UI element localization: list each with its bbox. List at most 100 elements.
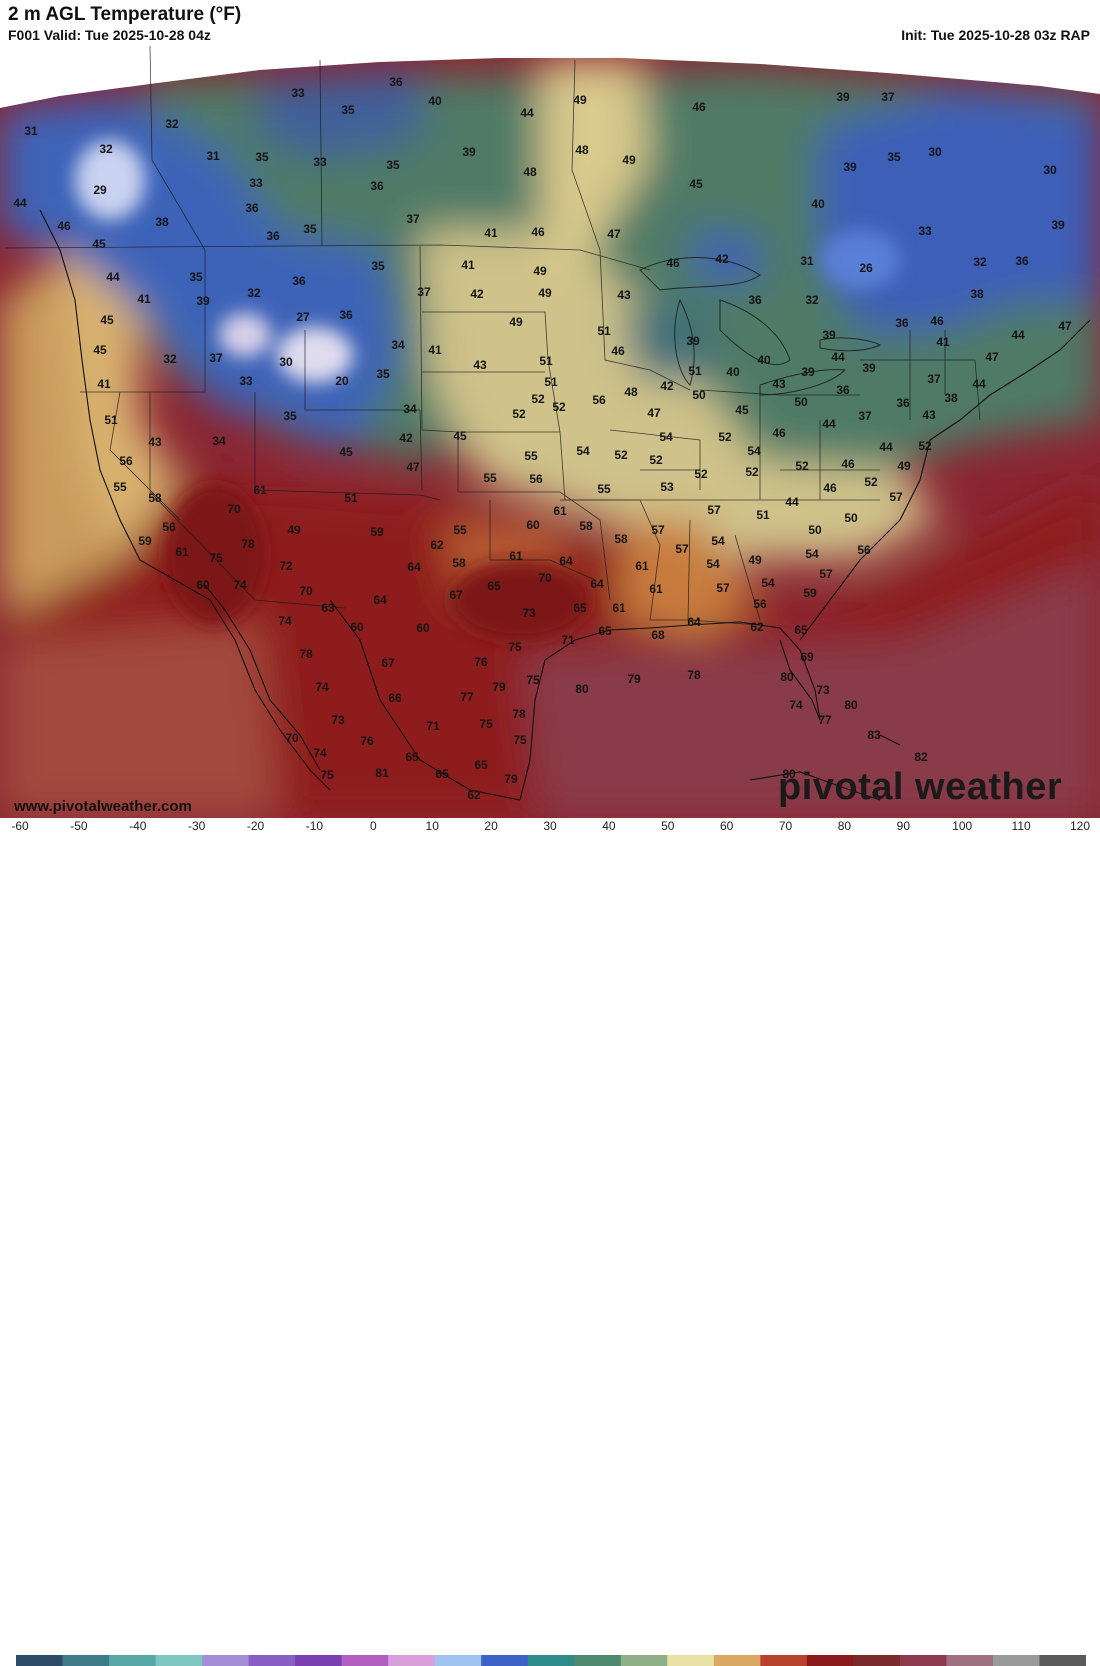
- temp-value-label: 33: [313, 155, 327, 169]
- temp-value-label: 75: [479, 717, 493, 731]
- temp-value-label: 73: [331, 713, 345, 727]
- temp-value-label: 55: [483, 471, 497, 485]
- temp-value-label: 66: [388, 691, 402, 705]
- temp-value-label: 39: [196, 294, 210, 308]
- temp-value-label: 49: [538, 286, 552, 300]
- temp-value-label: 42: [715, 252, 729, 266]
- temp-value-label: 55: [597, 482, 611, 496]
- temp-value-label: 29: [93, 183, 107, 197]
- temp-value-label: 38: [970, 287, 984, 301]
- colorbar-swatch: [853, 1655, 901, 1666]
- temp-value-label: 52: [718, 430, 732, 444]
- temp-value-label: 45: [93, 343, 107, 357]
- temp-value-label: 39: [843, 160, 857, 174]
- temp-value-label: 51: [688, 364, 702, 378]
- colorbar-swatch: [713, 1655, 761, 1666]
- colorbar-swatch: [295, 1655, 343, 1666]
- temp-value-label: 51: [539, 354, 553, 368]
- temp-value-label: 74: [313, 746, 327, 760]
- temp-value-label: 63: [321, 601, 335, 615]
- temp-value-label: 50: [844, 511, 858, 525]
- temp-value-label: 35: [386, 158, 400, 172]
- temp-value-label: 36: [370, 179, 384, 193]
- colorbar-swatch: [992, 1655, 1041, 1666]
- temp-value-label: 80: [780, 670, 794, 684]
- temp-value-label: 59: [370, 525, 384, 539]
- temp-value-label: 39: [836, 90, 850, 104]
- scale-tick-label: -60: [11, 819, 29, 833]
- colorbar-swatch: [16, 1655, 64, 1666]
- temp-value-label: 33: [249, 176, 263, 190]
- temp-value-label: 52: [694, 467, 708, 481]
- temp-value-label: 52: [531, 392, 545, 406]
- temp-value-label: 61: [509, 549, 523, 563]
- temp-value-label: 40: [757, 353, 771, 367]
- temp-value-label: 32: [165, 117, 179, 131]
- temp-value-label: 31: [800, 254, 814, 268]
- temp-value-label: 65: [573, 601, 587, 615]
- colorbar: [16, 1655, 1086, 1666]
- scale-tick-label: 10: [425, 819, 439, 833]
- colorbar-swatch: [248, 1655, 296, 1666]
- temp-value-label: 65: [435, 767, 449, 781]
- website-label[interactable]: www.pivotalweather.com: [14, 798, 192, 815]
- temp-value-label: 62: [750, 620, 764, 634]
- temp-value-label: 41: [428, 343, 442, 357]
- temp-value-label: 47: [607, 227, 621, 241]
- temp-value-label: 54: [747, 444, 761, 458]
- temp-value-label: 36: [389, 75, 403, 89]
- temp-value-label: 32: [163, 352, 177, 366]
- temp-value-label: 74: [315, 680, 329, 694]
- temp-value-label: 67: [381, 656, 395, 670]
- temp-value-label: 70: [227, 502, 241, 516]
- temp-value-label: 80: [844, 698, 858, 712]
- temp-value-label: 78: [241, 537, 255, 551]
- temp-value-label: 81: [375, 766, 389, 780]
- temp-value-label: 57: [675, 542, 689, 556]
- temp-value-label: 59: [138, 534, 152, 548]
- temp-value-label: 36: [266, 229, 280, 243]
- temp-value-label: 52: [745, 465, 759, 479]
- temp-value-label: 57: [707, 503, 721, 517]
- temp-value-label: 58: [579, 519, 593, 533]
- temperature-map[interactable]: 31 32 29 44 46 45 44 38 32 31 35 33 36 36 33 35 33 35 36 36…: [0, 46, 1100, 818]
- temp-value-label: 52: [795, 459, 809, 473]
- temp-value-label: 46: [692, 100, 706, 114]
- temp-value-label: 73: [522, 606, 536, 620]
- temp-value-label: 34: [212, 434, 226, 448]
- temp-value-label: 52: [552, 400, 566, 414]
- colorbar-swatch: [620, 1655, 668, 1666]
- colorbar-swatch: [388, 1655, 436, 1666]
- temp-value-label: 41: [484, 226, 498, 240]
- temp-value-label: 71: [561, 633, 575, 647]
- temp-value-label: 77: [460, 690, 474, 704]
- temp-value-label: 70: [538, 571, 552, 585]
- temp-value-label: 32: [247, 286, 261, 300]
- temp-value-label: 27: [296, 310, 310, 324]
- colorbar-swatch: [574, 1655, 622, 1666]
- temp-value-label: 46: [531, 225, 545, 239]
- temp-value-label: 35: [376, 367, 390, 381]
- temp-value-label: 39: [462, 145, 476, 159]
- temp-value-label: 35: [303, 222, 317, 236]
- temp-value-label: 44: [879, 440, 893, 454]
- temp-value-label: 61: [553, 504, 567, 518]
- temp-value-label: 76: [360, 734, 374, 748]
- temp-value-label: 56: [529, 472, 543, 486]
- colorbar-swatch: [527, 1655, 575, 1666]
- temp-value-label: 57: [819, 567, 833, 581]
- temp-value-label: 61: [175, 545, 189, 559]
- temp-value-label: 70: [285, 731, 299, 745]
- temp-value-label: 76: [474, 655, 488, 669]
- scale-tick-label: 110: [1011, 819, 1031, 833]
- scale-tick-label: 70: [778, 819, 793, 833]
- temp-value-label: 61: [253, 483, 267, 497]
- temp-value-label: 38: [155, 215, 169, 229]
- temp-value-label: 47: [1058, 319, 1072, 333]
- temp-value-label: 78: [512, 707, 526, 721]
- temp-value-label: 41: [137, 292, 151, 306]
- temp-value-label: 60: [416, 621, 430, 635]
- temp-value-label: 50: [794, 395, 808, 409]
- temp-value-label: 46: [841, 457, 855, 471]
- temp-value-label: 64: [687, 615, 701, 629]
